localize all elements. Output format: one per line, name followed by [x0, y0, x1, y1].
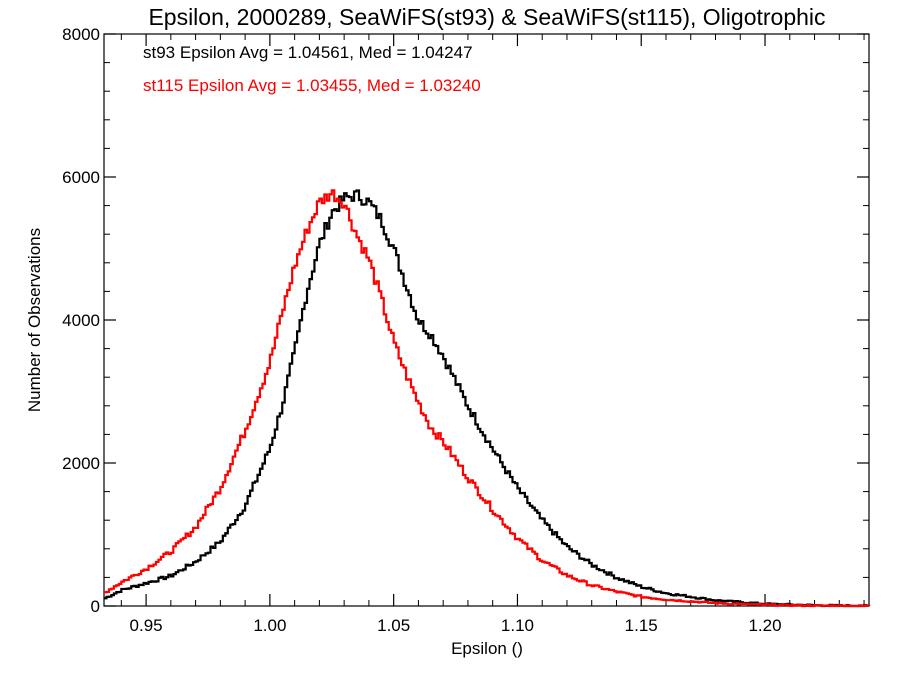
annotation-st115: st115 Epsilon Avg = 1.03455, Med = 1.032… [143, 76, 481, 95]
y-axis-label: Number of Observations [25, 228, 44, 412]
x-tick-label: 1.05 [377, 616, 410, 635]
y-tick-label: 6000 [62, 168, 100, 187]
x-axis-ticks: 0.95 1.00 1.05 1.10 1.15 1.20 [120, 34, 865, 635]
y-tick-label: 4000 [62, 311, 100, 330]
series-group [104, 189, 871, 608]
x-tick-label: 1.20 [748, 616, 781, 635]
y-tick-label: 2000 [62, 454, 100, 473]
series-line [104, 189, 871, 608]
x-tick-label: 1.15 [625, 616, 658, 635]
x-tick-label: 1.10 [501, 616, 534, 635]
plot-area [103, 33, 870, 607]
y-tick-label: 0 [91, 597, 100, 616]
series-line [104, 189, 871, 608]
y-axis-ticks: 0 2000 4000 6000 8000 [62, 25, 869, 616]
y-tick-label: 8000 [62, 25, 100, 44]
annotation-st93: st93 Epsilon Avg = 1.04561, Med = 1.0424… [143, 43, 473, 62]
x-axis-label: Epsilon () [451, 639, 523, 658]
chart-title: Epsilon, 2000289, SeaWiFS(st93) & SeaWiF… [148, 4, 825, 30]
x-tick-label: 1.00 [253, 616, 286, 635]
x-tick-label: 0.95 [130, 616, 163, 635]
